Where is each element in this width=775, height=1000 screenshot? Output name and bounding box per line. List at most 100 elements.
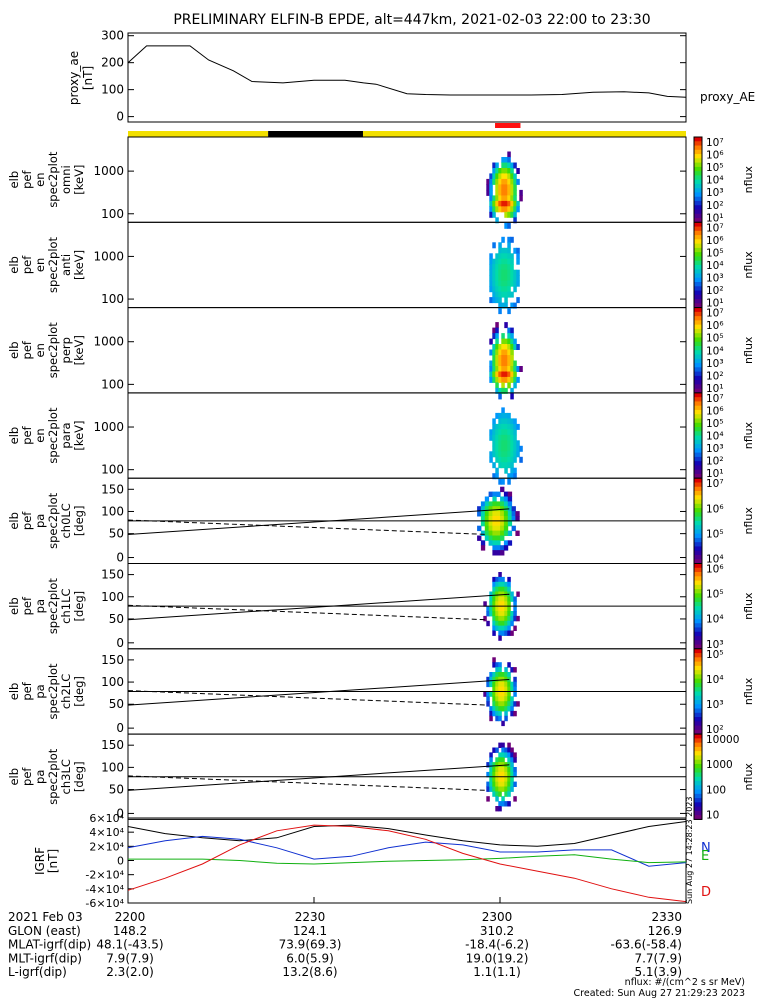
- heatmap-cell: [504, 412, 508, 419]
- heatmap-cell: [498, 269, 502, 276]
- ytick-label: 50: [109, 612, 124, 626]
- ylabel-line: [deg]: [72, 591, 86, 622]
- heatmap-cell: [510, 376, 514, 383]
- heatmap-cell: [498, 423, 502, 430]
- ytick-label: 100: [101, 292, 124, 306]
- heatmap-cell: [507, 451, 511, 458]
- heatmap-cell: [501, 269, 505, 276]
- heatmap-cell: [501, 757, 505, 763]
- heatmap-cell: [489, 456, 493, 463]
- heatmap-cell: [486, 696, 490, 702]
- heatmap-cell: [495, 611, 499, 617]
- heatmap-cell: [510, 681, 514, 688]
- heatmap-cell: [510, 620, 514, 627]
- ytick-label: 100: [101, 504, 124, 518]
- heatmap-cell: [513, 757, 517, 763]
- colorbar-segment: [694, 478, 702, 483]
- heatmap-cell: [504, 620, 508, 627]
- igrf-ytick-label: 4×10⁴: [89, 826, 124, 839]
- colorbar-segment: [694, 427, 702, 432]
- heatmap-cell: [507, 189, 511, 196]
- heatmap-cell: [495, 269, 499, 276]
- heatmap-cell: [495, 333, 499, 340]
- heatmap-cell: [498, 635, 502, 641]
- colorbar-tick: 10⁶: [706, 503, 724, 515]
- colorbar-segment: [694, 243, 702, 249]
- colorbar-segment: [694, 508, 702, 513]
- heatmap-cell: [498, 247, 502, 254]
- heatmap-cell: [513, 200, 517, 207]
- heatmap-cell: [519, 189, 523, 196]
- heatmap-cell: [492, 601, 496, 607]
- heatmap-cell: [486, 681, 490, 688]
- heatmap-cell: [501, 781, 505, 787]
- colorbar-tick: 10²: [706, 456, 724, 468]
- colorbar-tick: 10⁶: [706, 564, 724, 576]
- heatmap-cell: [484, 516, 490, 522]
- heatmap-cell: [486, 691, 490, 697]
- heatmap-cell: [492, 366, 496, 372]
- heatmap-cell: [498, 672, 502, 678]
- heatmap-cell: [504, 747, 508, 753]
- heatmap-cell: [504, 253, 508, 260]
- heatmap-cell: [507, 601, 511, 607]
- colorbar-segment: [694, 567, 702, 573]
- heatmap-cell: [510, 200, 514, 207]
- heatmap-cell: [492, 525, 497, 532]
- heatmap-cell: [501, 258, 505, 265]
- heatmap-cell: [511, 511, 516, 517]
- heatmap-cell: [492, 586, 496, 593]
- heatmap-cell: [507, 786, 511, 792]
- heatmap-cell: [498, 662, 502, 668]
- panel-frame: [127, 136, 687, 223]
- heatmap-cell: [501, 371, 505, 378]
- heatmap-cell: [507, 291, 511, 298]
- heatmap-cell: [513, 445, 517, 452]
- heatmap-cell: [498, 676, 502, 683]
- heatmap-cell: [513, 710, 517, 717]
- heatmap-cell: [492, 691, 496, 697]
- ytick-label: 50: [109, 783, 124, 797]
- colorbar-segment: [694, 239, 702, 245]
- heatmap-cell: [510, 630, 514, 636]
- heatmap-cell: [501, 286, 505, 293]
- heatmap-cell: [513, 360, 517, 367]
- heatmap-cell: [510, 771, 514, 778]
- ylabel-line: anti: [59, 254, 73, 276]
- heatmap-cell: [501, 162, 505, 169]
- heatmap-cell: [519, 195, 523, 202]
- heatmap-cell: [507, 767, 511, 773]
- heatmap-cell: [510, 429, 514, 436]
- colorbar-segment: [694, 397, 702, 402]
- heatmap-cell: [498, 297, 502, 304]
- heatmap-cell: [486, 676, 490, 683]
- heatmap-cell: [489, 611, 493, 617]
- heatmap-cell: [486, 606, 490, 612]
- heatmap-cell: [498, 706, 502, 712]
- heatmap-cell: [504, 467, 508, 474]
- anti-loss-cone-line: [127, 690, 488, 706]
- heatmap-cell: [513, 423, 517, 430]
- heatmap-cell: [495, 338, 499, 345]
- heatmap-cell: [507, 686, 511, 692]
- heatmap-cell: [477, 525, 482, 532]
- anti-loss-cone-line: [127, 775, 488, 791]
- heatmap-cell: [498, 242, 502, 249]
- heatmap-cell: [513, 195, 517, 202]
- ytick-label: 100: [101, 760, 124, 774]
- colorbar-tick: 10⁶: [706, 405, 724, 417]
- heatmap-cell: [510, 189, 514, 196]
- heatmap-cell: [504, 418, 508, 425]
- heatmap-cell: [504, 672, 508, 678]
- colorbar-segment: [694, 422, 702, 428]
- heatmap-cell: [516, 247, 520, 254]
- heatmap-cell: [501, 387, 505, 394]
- heatmap-cell: [513, 173, 517, 180]
- heatmap-cell: [492, 696, 496, 702]
- heatmap-cell: [507, 222, 511, 229]
- heatmap-cell: [504, 338, 508, 345]
- colorbar-segment: [694, 380, 702, 385]
- heatmap-cell: [516, 178, 520, 185]
- heatmap-cell: [501, 189, 505, 196]
- heatmap-cell: [504, 786, 508, 792]
